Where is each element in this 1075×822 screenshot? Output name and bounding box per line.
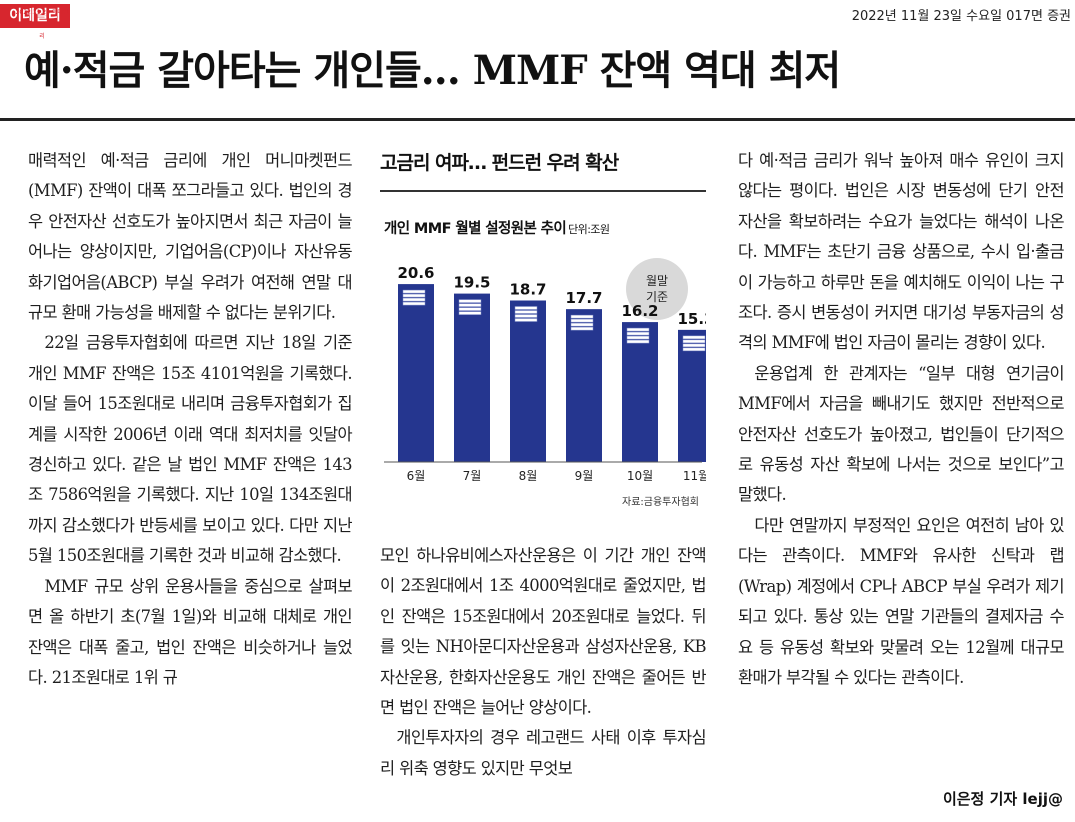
headline-divider: [0, 118, 1075, 121]
bar-chart: 20.6 6월 19.5 7월 18.7 8월 17.7 9월 16.2 10월 15.3 11월: [384, 264, 706, 483]
chart-kicker: 고금리 여파… 펀드런 우려 확산: [380, 152, 619, 174]
bar: [398, 284, 434, 462]
bar: [454, 293, 490, 462]
paragraph: MMF 규모 상위 운용사들을 중심으로 살펴보면 올 하반기 초(7월 1일)…: [28, 576, 353, 687]
bar-value-label: 16.2: [621, 302, 658, 320]
x-tick-label: 6월: [407, 469, 426, 483]
bar: [566, 309, 602, 462]
paragraph: 운용업계 한 관계자는 “일부 대형 연기금이 MMF에서 자금을 빼내기도 했…: [738, 363, 1065, 505]
paragraph: 22일 금융투자협회에 따르면 지난 18일 기준 개인 MMF 잔액은 15조…: [28, 333, 353, 566]
bar: [622, 322, 658, 462]
bar-value-label: 19.5: [453, 274, 490, 292]
coin-stack-icon: [570, 314, 594, 331]
chart-title-text: 개인 MMF 월별 설정원본 추이: [384, 221, 567, 237]
paragraph: 모인 하나유비에스자산운용은 이 기간 개인 잔액이 2조원대에서 1조 400…: [380, 546, 707, 718]
coin-stack-icon: [682, 335, 706, 352]
paragraph: 매력적인 예·적금 금리에 개인 머니마켓펀드(MMF) 잔액이 대폭 쪼그라들…: [28, 151, 353, 323]
chart-divider: [380, 190, 706, 192]
bar-value-label: 20.6: [397, 264, 434, 282]
bar: [510, 300, 546, 462]
article-column-3: 다 예·적금 금리가 워낙 높아져 매수 유인이 크지 않다는 평이다. 법인은…: [738, 146, 1065, 693]
newspaper-logo: 2022.11.23 이데일리 이데일리: [0, 4, 70, 40]
byline: 이은정 기자 lejj@: [942, 790, 1063, 808]
logo-small-text: 2022.11.23 이데일리: [15, 9, 69, 40]
x-tick-label: 10월: [627, 469, 653, 483]
basis-note-text: 월말 기준: [645, 274, 669, 304]
dateline: 2022년 11월 23일 수요일 017면 증권: [851, 9, 1071, 24]
bar: [678, 329, 706, 462]
logo-text: 이데일리: [9, 8, 61, 24]
paragraph: 다 예·적금 금리가 워낙 높아져 매수 유인이 크지 않다는 평이다. 법인은…: [738, 151, 1065, 353]
x-tick-label: 11월: [683, 469, 706, 483]
article-column-1: 매력적인 예·적금 금리에 개인 머니마켓펀드(MMF) 잔액이 대폭 쪼그라들…: [28, 146, 353, 693]
x-tick-label: 7월: [463, 469, 482, 483]
bar-value-label: 15.3: [677, 310, 706, 328]
chart-source: 자료:금융투자협회: [622, 497, 699, 508]
paragraph: 다만 연말까지 부정적인 요인은 여전히 남아 있다는 관측이다. MMF와 유…: [738, 515, 1065, 687]
coin-stack-icon: [514, 306, 538, 322]
x-tick-label: 8월: [519, 469, 538, 483]
paragraph: 개인투자자의 경우 레고랜드 사태 이후 투자심리 위축 영향도 있지만 무엇보: [380, 728, 707, 778]
basis-note-badge: 월말 기준: [626, 258, 688, 320]
article-column-2: 모인 하나유비에스자산운용은 이 기간 개인 잔액이 2조원대에서 1조 400…: [380, 541, 707, 784]
chart-unit: 단위:조원: [568, 223, 610, 236]
coin-stack-icon: [458, 299, 482, 315]
bar-value-label: 18.7: [509, 281, 546, 299]
x-tick-label: 9월: [575, 469, 594, 483]
headline: 예·적금 갈아타는 개인들… MMF 잔액 역대 최저: [24, 47, 841, 94]
chart-title: 개인 MMF 월별 설정원본 추이 단위:조원: [384, 217, 610, 238]
coin-stack-icon: [402, 289, 426, 306]
bar-value-label: 17.7: [565, 289, 602, 307]
coin-stack-icon: [626, 327, 650, 344]
